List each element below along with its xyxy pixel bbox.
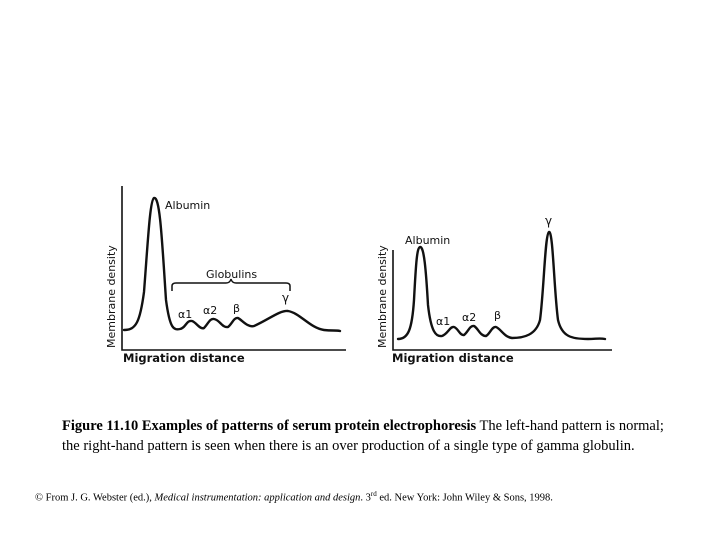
left-alpha2-label: α2 — [203, 304, 217, 317]
left-gamma-label: γ — [282, 291, 289, 305]
right-beta-label: β — [494, 309, 501, 322]
left-globulins-label: Globulins — [206, 268, 257, 281]
right-ylabel: Membrane density — [376, 245, 389, 348]
credit-title: Medical instrumentation: application and… — [154, 492, 361, 504]
right-alpha2-label: α2 — [462, 311, 476, 324]
left-alpha1-label: α1 — [178, 308, 192, 321]
right-xlabel: Migration distance — [392, 351, 514, 365]
left-panel-normal: Membrane density Migration distance Albu… — [105, 186, 346, 365]
right-gamma-label: γ — [545, 214, 552, 228]
left-curve-normal — [122, 196, 342, 333]
right-alpha1-label: α1 — [436, 315, 450, 328]
left-xlabel: Migration distance — [123, 351, 245, 365]
credit-suffix: ed. New York: John Wiley & Sons, 1998. — [376, 492, 553, 504]
left-beta-label: β — [233, 302, 240, 315]
left-axes — [121, 186, 346, 351]
credit-prefix: © From J. G. Webster (ed.), — [35, 492, 155, 504]
credit-mid: . 3 — [360, 492, 371, 504]
caption-title: Figure 11.10 Examples of patterns of ser… — [62, 418, 477, 434]
right-panel-gamma-excess: Membrane density Migration distance Albu… — [376, 214, 612, 365]
credit-sup: rd — [370, 490, 377, 498]
right-axes — [392, 250, 612, 351]
source-credit: © From J. G. Webster (ed.), Medical inst… — [35, 490, 715, 504]
caption-text: The left-hand pattern is normal; the rig… — [62, 418, 664, 454]
figure-caption: Figure 11.10 Examples of patterns of ser… — [62, 416, 672, 456]
right-albumin-label: Albumin — [405, 234, 450, 247]
left-ylabel: Membrane density — [105, 245, 118, 348]
right-curve-gamma-excess — [396, 230, 607, 341]
globulins-bracket — [171, 278, 291, 291]
left-albumin-label: Albumin — [165, 199, 210, 212]
